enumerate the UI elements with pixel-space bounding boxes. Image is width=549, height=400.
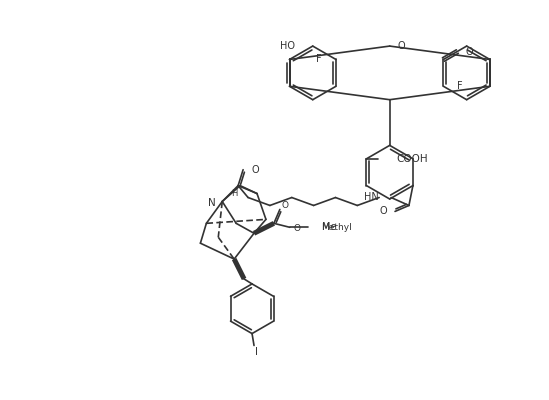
Text: COOH: COOH — [396, 154, 428, 164]
Text: I: I — [255, 348, 257, 358]
Text: N: N — [209, 198, 216, 208]
Text: F: F — [316, 54, 322, 64]
Text: Me: Me — [322, 222, 336, 232]
Text: O: O — [294, 224, 301, 233]
Text: O: O — [466, 46, 473, 56]
Text: Methyl: Methyl — [322, 223, 352, 232]
Text: F: F — [457, 81, 463, 91]
Text: HO: HO — [280, 41, 295, 51]
Text: O: O — [379, 206, 387, 216]
Text: H: H — [231, 189, 237, 198]
Text: O: O — [251, 165, 259, 175]
Text: O: O — [282, 201, 289, 210]
Text: O: O — [397, 41, 405, 51]
Text: HN: HN — [365, 192, 379, 202]
